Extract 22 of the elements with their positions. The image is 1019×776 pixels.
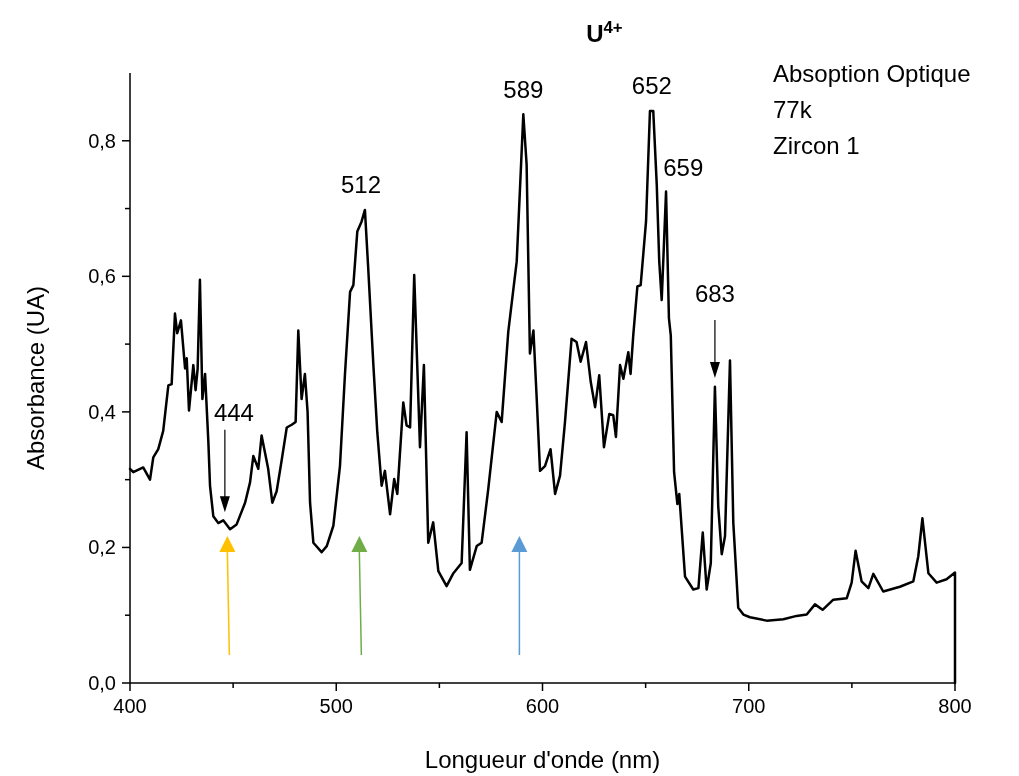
annotation: Absoption Optique [773,60,971,87]
y-tick-label: 0,4 [88,400,116,423]
x-axis-title: Longueur d'onde (nm) [424,746,661,773]
annotation: 589 [503,75,544,103]
annotation: 512 [340,170,382,198]
annotation: 683 [694,279,735,307]
x-tick-label: 600 [525,695,560,717]
annotation: 444 [213,398,254,426]
annotation: Zircon 1 [773,132,860,159]
x-tick-label: 400 [113,695,147,717]
y-tick-label: 0,8 [88,129,116,152]
y-tick-label: 0,0 [88,672,116,694]
y-tick-label: 0,6 [88,265,116,288]
x-tick-label: 800 [938,695,972,717]
chart-title: U$^{4+}$ [586,17,623,47]
x-tick-label: 700 [732,695,766,717]
y-axis-title: Absorbance (UA) [22,285,49,471]
annotation: 652 [631,72,672,100]
annotation: 659 [663,153,704,181]
x-tick-label: 500 [319,695,353,717]
y-tick-label: 0,2 [88,536,116,559]
annotation: 77k [773,96,813,123]
